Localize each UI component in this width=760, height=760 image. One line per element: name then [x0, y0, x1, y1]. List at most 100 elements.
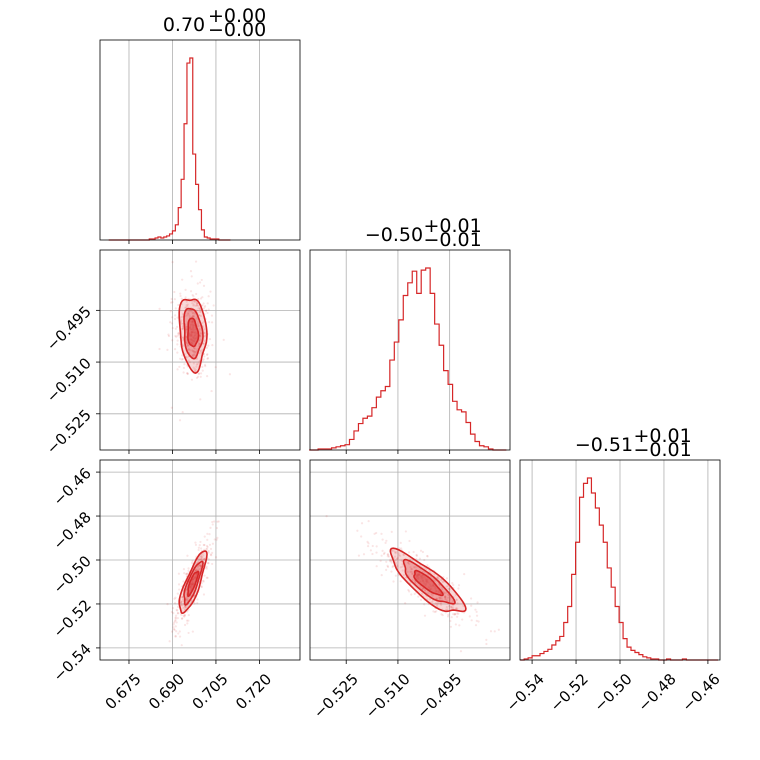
sample-point [171, 607, 175, 610]
sample-point [177, 332, 180, 335]
sample-point [193, 299, 196, 302]
sample-point [433, 573, 436, 576]
sample-point [191, 320, 194, 323]
sample-point [190, 583, 193, 586]
sample-point [497, 628, 500, 631]
sample-point [178, 588, 181, 591]
sample-point [434, 590, 438, 593]
sample-point [193, 367, 196, 370]
sample-point [175, 608, 178, 611]
sample-point [427, 581, 430, 584]
sample-point [447, 594, 450, 597]
sample-point [195, 363, 198, 366]
sample-point [407, 561, 410, 564]
sample-point [207, 344, 210, 347]
sample-point [182, 598, 185, 601]
sample-point [185, 342, 188, 345]
sample-point [366, 540, 369, 543]
sample-point [393, 555, 397, 558]
y-tick-label: −0.525 [43, 406, 95, 458]
histogram-panel-0 [99, 39, 301, 244]
sample-point [371, 552, 374, 556]
sample-point [423, 582, 426, 585]
sample-point [185, 328, 188, 331]
sample-point [189, 348, 192, 352]
sample-point [186, 303, 189, 306]
sample-point [392, 564, 395, 567]
sample-point [185, 335, 188, 338]
sample-point [184, 296, 187, 299]
sample-point [199, 565, 203, 568]
sample-point [410, 570, 413, 573]
sample-point [211, 523, 214, 526]
sample-point [387, 553, 390, 556]
sample-point [217, 520, 220, 523]
histogram-step-line [520, 477, 719, 661]
sample-point [434, 587, 437, 590]
sample-point [186, 372, 189, 375]
sample-point [188, 327, 192, 330]
sample-point [193, 350, 196, 353]
sample-point [392, 549, 395, 552]
sample-point [191, 582, 194, 585]
sample-point [213, 538, 216, 541]
sample-point [192, 583, 195, 586]
sample-point [422, 587, 425, 590]
sample-point [186, 314, 189, 317]
sample-point [187, 567, 190, 570]
sample-point [423, 603, 426, 606]
sample-point [173, 317, 177, 321]
sample-point [193, 340, 196, 343]
sample-point [174, 634, 177, 638]
sample-point [191, 580, 194, 584]
sample-point [170, 297, 173, 301]
sample-point [180, 644, 183, 647]
x-tick-label: −0.525 [310, 670, 362, 722]
sample-point [180, 297, 183, 300]
sample-point [456, 615, 459, 618]
sample-point [192, 335, 195, 339]
sample-point [193, 347, 197, 350]
sample-point [192, 315, 195, 318]
sample-point [182, 606, 185, 610]
sample-point [176, 605, 180, 609]
sample-point [215, 526, 219, 530]
sample-point [199, 558, 203, 561]
sample-point [477, 620, 480, 623]
sample-point [413, 592, 416, 595]
sample-point [198, 335, 202, 338]
sample-point [418, 557, 421, 560]
sample-point [193, 337, 196, 340]
sample-point [197, 558, 201, 561]
sample-point [200, 582, 203, 585]
sample-point [206, 302, 209, 305]
sample-point [441, 588, 444, 591]
sample-point [435, 597, 438, 600]
sample-point [423, 566, 426, 570]
sample-point [399, 554, 402, 557]
sample-point [385, 539, 388, 542]
sample-point [191, 320, 194, 324]
sample-point [450, 606, 453, 609]
sample-point [194, 576, 197, 579]
sample-point [421, 578, 424, 581]
sample-point [190, 331, 194, 334]
sample-point [410, 568, 413, 571]
sample-point [454, 607, 458, 610]
sample-point [404, 576, 407, 579]
sample-point [448, 605, 451, 608]
sample-point [186, 305, 189, 308]
sample-point [386, 555, 389, 558]
sample-point [446, 585, 449, 588]
sample-point [191, 583, 195, 586]
histogram-panel-1 [309, 249, 511, 454]
sample-point [186, 599, 189, 602]
sample-point [190, 582, 193, 585]
sample-point [408, 562, 411, 566]
sample-point [180, 315, 183, 319]
sample-point [206, 576, 209, 579]
sample-point [180, 322, 183, 325]
sample-point [197, 322, 200, 326]
sample-point [379, 559, 382, 562]
sample-point [174, 616, 177, 619]
